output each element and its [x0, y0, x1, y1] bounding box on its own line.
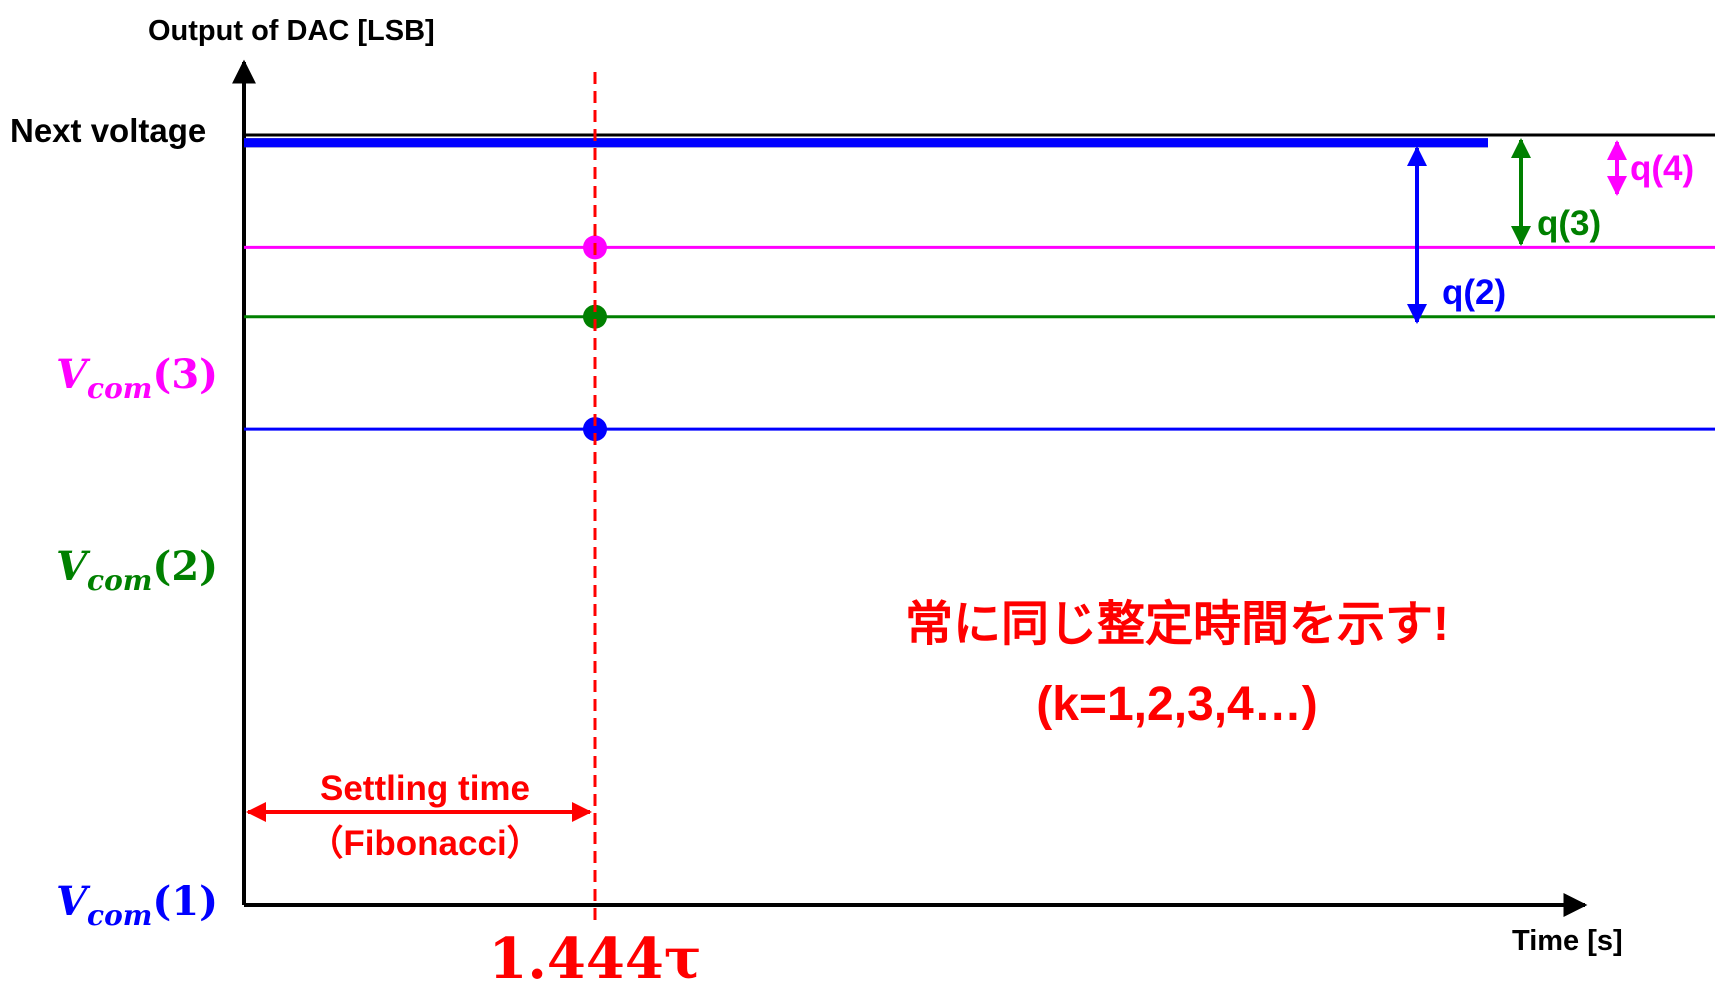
q2-label: q(2): [1442, 273, 1506, 312]
marker-value-label: 1.444τ: [488, 926, 701, 986]
threshold-lines: [244, 245, 1715, 431]
x-axis-label: Time [s]: [1512, 925, 1623, 957]
q4-label: q(4): [1630, 149, 1694, 188]
intersection-dots: [583, 235, 607, 442]
vcom3-label: Vcom(3): [56, 351, 218, 405]
vcom1-label: Vcom(1): [56, 878, 218, 932]
settling-time-label: Settling time: [320, 769, 530, 808]
dot-k1: [583, 417, 607, 442]
next-voltage-label: Next voltage: [10, 112, 206, 149]
annotation-line-1: 常に同じ整定時間を示す!: [905, 598, 1449, 651]
q3-label: q(3): [1537, 204, 1601, 243]
dot-k2: [583, 304, 607, 329]
settling-fibonacci-label: （Fibonacci）: [308, 824, 541, 863]
annotation-line-2: (k=1,2,3,4…): [1036, 678, 1317, 731]
y-axis-label: Output of DAC [LSB]: [148, 15, 435, 47]
vcom2-label: Vcom(2): [56, 543, 218, 597]
